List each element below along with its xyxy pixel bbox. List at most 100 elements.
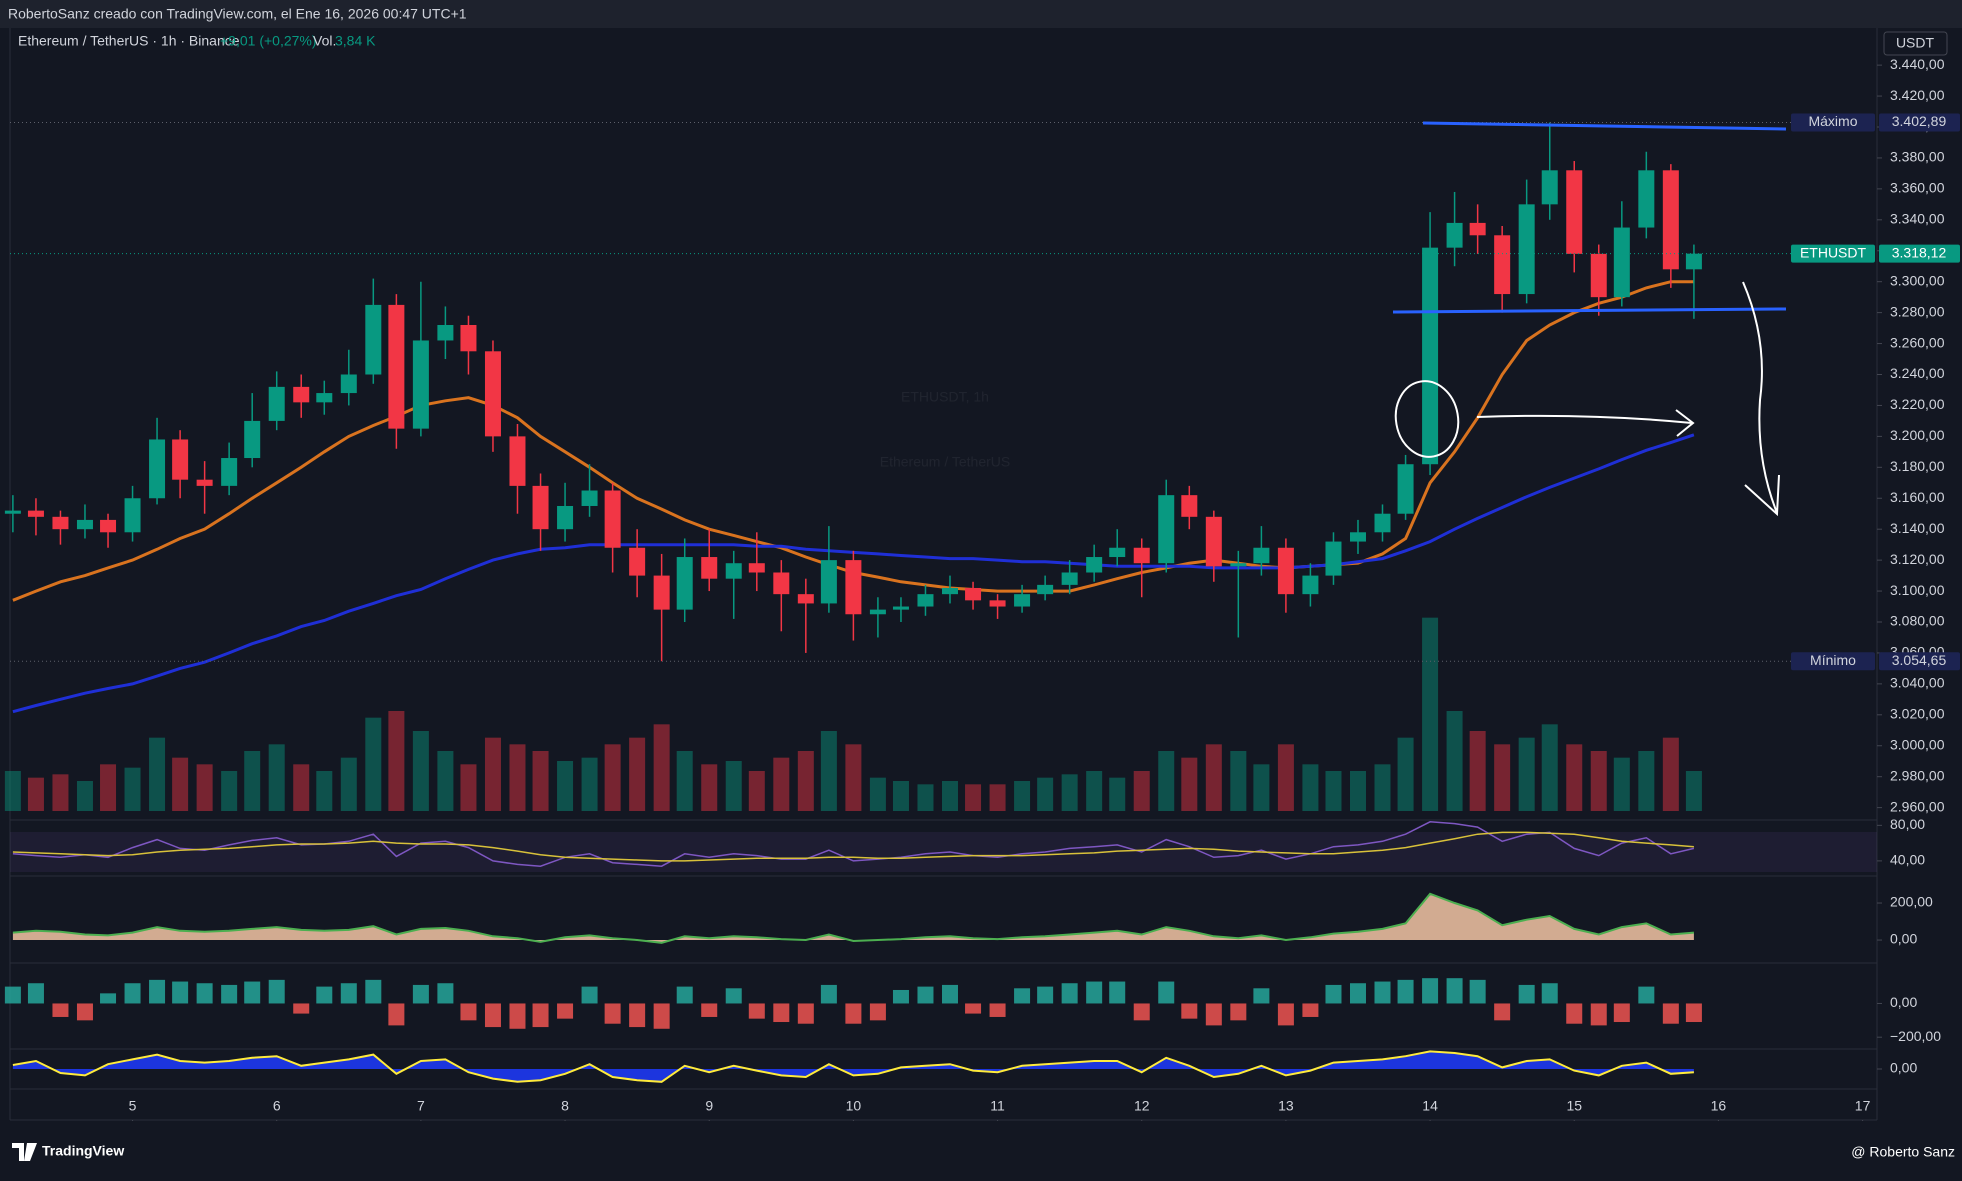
candle-body (1613, 227, 1630, 298)
x-tick-label: 16 (1711, 1098, 1727, 1114)
histogram-bar (1494, 1003, 1511, 1021)
candle-body (1518, 204, 1535, 295)
volume-bar (1374, 764, 1391, 811)
histogram-bar (1518, 984, 1535, 1004)
candle-body (1374, 513, 1391, 533)
volume-bar (196, 764, 213, 811)
candle-body (1397, 464, 1414, 514)
histogram-bar (1541, 983, 1558, 1004)
histogram-bar (820, 984, 837, 1004)
histogram-bar (460, 1003, 477, 1021)
histogram-bar (1613, 1003, 1630, 1023)
histogram-bar (1037, 986, 1054, 1004)
histogram-bar (172, 981, 189, 1004)
min-value-box (1879, 652, 1960, 671)
watermark: ETHUSDT, 1h (901, 389, 989, 405)
volume-bar (1277, 744, 1294, 811)
trendline[interactable] (1392, 307, 1787, 314)
candle-body (149, 439, 166, 499)
brand: TradingView (42, 1143, 124, 1159)
last-value: 3.318,12 (1892, 244, 1947, 260)
arrow-drawing[interactable] (1476, 409, 1695, 437)
volume-bar (1349, 771, 1366, 811)
histogram-bar (892, 989, 909, 1004)
indicator-line (12, 1050, 1694, 1083)
marks: 2.960,00 2.980,00 3.000,00 3.020,00 3.040,00… (4, 33, 1960, 1124)
y-tick-label: 3.020,00 (1890, 706, 1945, 722)
candle-body (100, 519, 117, 533)
volume-bar (965, 784, 982, 811)
candle-body (1109, 547, 1126, 558)
histogram-bar (581, 986, 598, 1004)
volume-bar (1037, 777, 1054, 811)
candle-body (748, 563, 765, 573)
histogram-bar (1566, 1003, 1583, 1024)
legend-title: Ethereum / TetherUS · 1h · Binance (18, 33, 240, 49)
volume-bar (989, 784, 1006, 811)
histogram-bar (701, 1003, 718, 1017)
candle-body (1469, 222, 1486, 236)
y-tick-label: 3.280,00 (1890, 303, 1945, 319)
histogram-bar (1302, 1003, 1319, 1017)
brand-logo (12, 1143, 37, 1161)
volume-bar (221, 771, 238, 811)
candle-body (1566, 170, 1583, 254)
volume-bar (124, 767, 141, 811)
histogram-bar (1662, 1003, 1679, 1024)
legend-volume-value: 3,84 K (335, 33, 376, 49)
candle-body (1494, 235, 1511, 295)
top-bar (0, 0, 1962, 28)
candle-body (1181, 495, 1198, 517)
histogram-bar (268, 979, 285, 1004)
histogram-bar (509, 1003, 526, 1029)
candle-body (221, 458, 238, 486)
x-tick-label: 13 (1278, 1098, 1294, 1114)
volume-bar (1590, 751, 1607, 811)
arrow-drawing[interactable] (1742, 281, 1780, 517)
histogram-bar (1325, 984, 1342, 1004)
y-tick-label: 0,00 (1890, 994, 1917, 1010)
candle-body (965, 587, 982, 601)
candle-body (629, 547, 646, 576)
x-tick-label: 12 (1134, 1098, 1150, 1114)
y-tick-label: 3.080,00 (1890, 613, 1945, 629)
histogram-bar (773, 1003, 790, 1023)
histogram-bar (1446, 978, 1463, 1004)
volume-bar (293, 764, 310, 811)
indicator-line (12, 831, 1694, 862)
volume-bar (581, 757, 598, 811)
candle-body (316, 393, 333, 403)
candle-body (1685, 253, 1702, 270)
y-tick-label: 3.040,00 (1890, 675, 1945, 691)
volume-bar (484, 737, 501, 811)
histogram-bar (797, 1003, 814, 1024)
candle-body (196, 479, 213, 486)
histogram-bar (1109, 981, 1126, 1004)
volume-bar (773, 757, 790, 811)
candle-body (725, 563, 742, 579)
histogram-bar (1061, 983, 1078, 1004)
volume-bar (869, 777, 886, 811)
histogram-bar (27, 983, 44, 1004)
footer (0, 1121, 1962, 1181)
currency-box[interactable] (1883, 31, 1948, 56)
histogram-bar (52, 1003, 69, 1017)
volume-bar (653, 724, 670, 811)
histogram-bar (76, 1003, 93, 1021)
histogram-bar (340, 983, 357, 1004)
candle-body (4, 510, 21, 514)
histogram-bar (4, 986, 21, 1004)
volume-bar (725, 761, 742, 811)
indicator-area (12, 893, 1694, 943)
histogram-bar (437, 983, 454, 1004)
header-text: RobertoSanz creado con TradingView.com, … (8, 6, 467, 22)
volume-bar (845, 744, 862, 811)
trendline[interactable] (1422, 121, 1787, 131)
volume-bar (1685, 771, 1702, 811)
volume-bar (676, 751, 693, 811)
histogram-bar (244, 981, 261, 1004)
candle-body (557, 505, 574, 530)
circle-drawing[interactable] (1390, 376, 1464, 462)
volume-bar (1613, 757, 1630, 811)
histogram-bar (1638, 986, 1655, 1004)
